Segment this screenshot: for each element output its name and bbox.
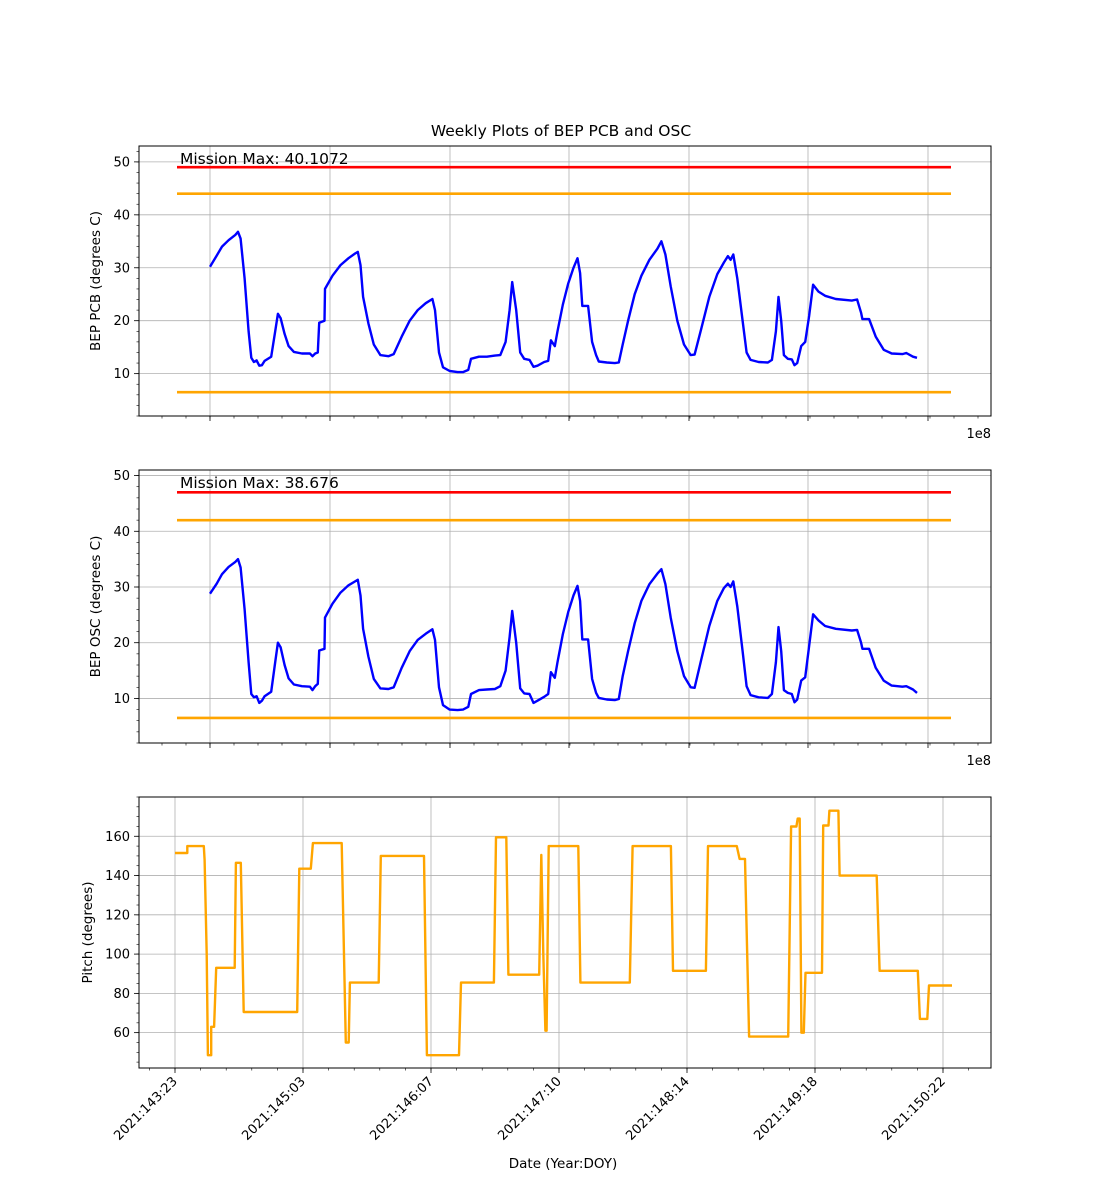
x-tick-label: 2021:143:23 — [111, 1074, 180, 1143]
data-series-line — [175, 809, 952, 1057]
data-series-line — [208, 230, 918, 374]
y-axis-label: BEP OSC (degrees C) — [88, 536, 104, 678]
y-tick-label: 160 — [105, 830, 130, 845]
x-tick-label: 2021:148:14 — [623, 1074, 692, 1143]
x-tick-label: 2021:149:18 — [751, 1074, 820, 1143]
x-tick-label: 2021:145:03 — [239, 1074, 308, 1143]
y-tick-label: 60 — [113, 1026, 130, 1041]
y-tick-label: 10 — [113, 692, 130, 707]
x-axis-label: Date (Year:DOY) — [509, 1156, 618, 1172]
x-tick-label: 2021:147:10 — [495, 1074, 564, 1143]
bep-osc-plot: 10 20 30 40 50 1e8 BEP OSC (degrees C) Mission … — [88, 469, 992, 769]
plot-frame — [138, 469, 992, 744]
y-tick-label: 120 — [105, 908, 130, 923]
y-tick-label: 50 — [113, 155, 130, 170]
y-tick-label: 80 — [113, 987, 130, 1002]
x-tick-label: 2021:146:07 — [367, 1074, 436, 1143]
y-tick-label: 30 — [113, 261, 130, 276]
y-tick-label: 50 — [113, 469, 130, 484]
x-tick-label: 2021:150:22 — [879, 1074, 948, 1143]
x-offset-label: 1e8 — [966, 754, 991, 769]
chart-title: Weekly Plots of BEP PCB and OSC — [431, 122, 691, 140]
bep-pcb-plot: 10 20 30 40 50 1e8 BEP PCB (degrees C) Mission … — [88, 145, 992, 442]
y-axis-label: Pitch (degrees) — [80, 881, 96, 983]
plot-frame — [138, 796, 992, 1069]
y-axis-label: BEP PCB (degrees C) — [88, 211, 104, 351]
y-tick-label: 140 — [105, 869, 130, 884]
y-tick-label: 20 — [113, 636, 130, 651]
mission-max-annotation: Mission Max: 40.1072 — [180, 150, 349, 168]
plot-frame — [138, 145, 992, 417]
y-tick-label: 30 — [113, 581, 130, 596]
y-tick-label: 100 — [105, 948, 130, 963]
y-tick-label: 20 — [113, 314, 130, 329]
data-series-line — [209, 557, 918, 712]
y-tick-label: 40 — [113, 525, 130, 540]
y-tick-label: 40 — [113, 208, 130, 223]
x-offset-label: 1e8 — [966, 427, 991, 442]
mission-max-annotation: Mission Max: 38.676 — [180, 474, 339, 492]
pitch-plot: 60 80 100 120 140 160 2021:143:23 2021:145:03 20… — [80, 796, 992, 1144]
y-tick-label: 10 — [113, 367, 130, 382]
